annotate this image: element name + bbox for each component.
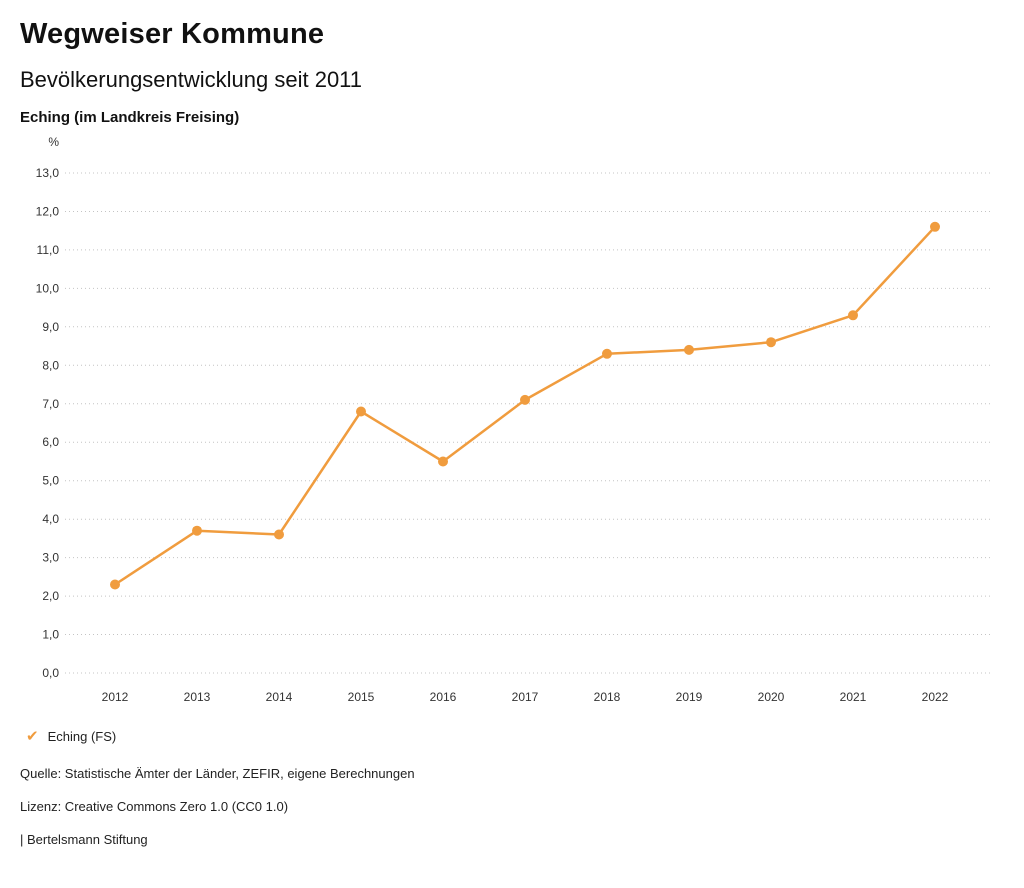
x-tick-label: 2018 xyxy=(594,690,621,704)
data-point[interactable] xyxy=(274,529,284,540)
chart-subtitle: Bevölkerungsentwicklung seit 2011 xyxy=(20,67,363,92)
y-tick-label: 3,0 xyxy=(42,551,59,565)
y-tick-label: 12,0 xyxy=(36,205,60,219)
y-tick-label: 4,0 xyxy=(42,512,59,526)
data-point[interactable] xyxy=(192,525,202,536)
x-tick-label: 2020 xyxy=(758,690,785,704)
data-point[interactable] xyxy=(930,221,940,232)
license-text: Lizenz: Creative Commons Zero 1.0 (CC0 1… xyxy=(20,799,289,814)
y-tick-label: 8,0 xyxy=(42,358,59,372)
y-tick-label: 9,0 xyxy=(42,320,59,334)
data-point[interactable] xyxy=(848,310,858,321)
chart-location: Eching (im Landkreis Freising) xyxy=(20,109,240,126)
y-tick-label: 10,0 xyxy=(36,281,60,295)
chart-page: Wegweiser Kommune Bevölkerungsentwicklun… xyxy=(0,18,1024,847)
data-point[interactable] xyxy=(438,456,448,467)
data-point[interactable] xyxy=(684,344,694,355)
data-point[interactable] xyxy=(110,579,120,590)
x-tick-label: 2019 xyxy=(676,690,703,704)
legend-check-icon: ✔ xyxy=(26,728,39,745)
y-tick-label: 1,0 xyxy=(42,628,59,642)
legend-label: Eching (FS) xyxy=(47,729,117,744)
data-point[interactable] xyxy=(766,337,776,348)
x-tick-label: 2014 xyxy=(266,690,293,704)
x-tick-label: 2022 xyxy=(922,690,949,704)
y-tick-label: 5,0 xyxy=(42,474,59,488)
page-title: Wegweiser Kommune xyxy=(20,18,325,50)
x-tick-label: 2012 xyxy=(102,690,129,704)
source-text: Quelle: Statistische Ämter der Länder, Z… xyxy=(20,766,415,781)
x-tick-label: 2017 xyxy=(512,690,539,704)
population-line-chart-svg: 0,0 1,0 2,0 3,0 4,0 5,0 6,0 7,0 8,0 9,0 10,0 11,0 12… xyxy=(36,135,990,704)
x-tick-label: 2015 xyxy=(348,690,375,704)
data-point[interactable] xyxy=(356,406,366,417)
x-tick-label: 2013 xyxy=(184,690,211,704)
attribution-text: | Bertelsmann Stiftung xyxy=(20,832,148,847)
y-tick-label: 13,0 xyxy=(36,166,60,180)
y-axis-unit-label: % xyxy=(48,135,59,149)
chart-footer: Quelle: Statistische Ämter der Länder, Z… xyxy=(20,766,1024,847)
line-chart: 0,0 1,0 2,0 3,0 4,0 5,0 6,0 7,0 8,0 9,0 10,0 11,0 12… xyxy=(0,128,1024,723)
legend-item-eching[interactable]: ✔ Eching (FS) xyxy=(26,729,1024,744)
y-tick-label: 7,0 xyxy=(42,397,59,411)
data-point[interactable] xyxy=(520,394,530,405)
data-point[interactable] xyxy=(602,348,612,359)
x-tick-label: 2021 xyxy=(840,690,867,704)
y-tick-label: 2,0 xyxy=(42,589,59,603)
y-tick-label: 0,0 xyxy=(42,666,59,680)
series-line xyxy=(113,225,937,586)
y-tick-label: 11,0 xyxy=(37,243,60,257)
y-tick-label: 6,0 xyxy=(42,435,59,449)
x-tick-label: 2016 xyxy=(430,690,457,704)
